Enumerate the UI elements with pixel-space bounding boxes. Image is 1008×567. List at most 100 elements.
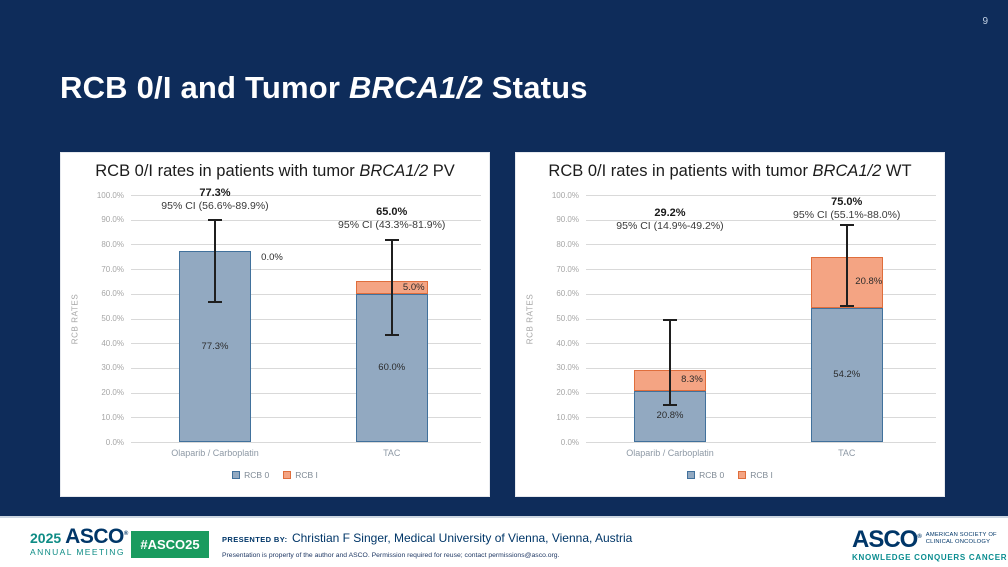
error-bar-cap-top	[663, 319, 677, 322]
y-tick-label: 40.0%	[101, 338, 124, 348]
y-tick-label: 10.0%	[556, 412, 579, 422]
y-axis-title: RCB RATES	[70, 293, 80, 344]
society-line1: AMERICAN SOCIETY OF	[925, 531, 997, 538]
legend-label: RCB 0	[244, 470, 270, 480]
ci-label: 95% CI (55.1%-88.0%)	[793, 208, 901, 221]
gridline	[586, 442, 936, 443]
y-tick-label: 10.0%	[101, 412, 124, 422]
gridline	[586, 244, 936, 246]
chart-canvas-wt: 0.0% 10.0% 20.0% 30.0% 40.0% 50.0% 60.0% 70.0% 8…	[516, 153, 944, 496]
chart-title-gene: BRCA1/2	[359, 162, 429, 180]
y-tick-label: 30.0%	[556, 363, 579, 373]
error-bar-line	[845, 224, 848, 306]
legend-label: RCB 0	[699, 470, 725, 480]
x-category-label: Olaparib / Carboplatin	[171, 448, 259, 458]
gridline	[586, 417, 936, 419]
gridline	[131, 442, 481, 443]
y-tick-label: 90.0%	[101, 215, 124, 225]
slide-title-gene: BRCA1/2	[348, 70, 483, 105]
chart-title-prefix: RCB 0/I rates in patients with tumor	[95, 162, 360, 180]
gridline	[131, 392, 481, 394]
y-tick-label: 20.0%	[556, 388, 579, 398]
segment-label: 0.0%	[261, 252, 283, 264]
segment-label: 20.8%	[855, 276, 883, 288]
gridline	[131, 293, 481, 295]
gridline	[131, 367, 481, 369]
y-tick-label: 0.0%	[105, 437, 124, 447]
hashtag-badge: #ASCO25	[131, 531, 209, 558]
y-axis-title: RCB RATES	[525, 293, 535, 344]
gridline	[586, 343, 936, 345]
segment-label: 60.0%	[378, 361, 406, 373]
segment-label: 20.8%	[656, 410, 684, 422]
bar-segment-rcb-0	[810, 308, 883, 442]
total-label: 65.0%	[376, 206, 408, 218]
y-tick-label: 60.0%	[101, 289, 124, 299]
asco-annual-meeting-logo: 2025 ASCO® ANNUAL MEETING	[30, 525, 128, 557]
total-label: 75.0%	[831, 196, 863, 208]
presenter-name: Christian F Singer, Medical University o…	[291, 531, 633, 545]
error-bar-line	[214, 219, 216, 303]
error-bar-line	[390, 239, 393, 336]
chart-title-suffix: WT	[881, 162, 912, 180]
chart-title-pv: RCB 0/I rates in patients with tumor BRC…	[61, 162, 489, 181]
ci-annotation: 75.0% 95% CI (55.1%-88.0%)	[737, 196, 957, 221]
gridline	[586, 293, 936, 295]
ci-label: 95% CI (14.9%-49.2%)	[616, 219, 724, 232]
y-tick-label: 30.0%	[101, 363, 124, 373]
slide-title-suffix: Status	[482, 70, 588, 105]
gridline	[131, 269, 481, 271]
x-category-label: TAC	[838, 448, 856, 458]
gridline	[586, 392, 936, 394]
chart-legend: RCB 0 RCB I	[516, 470, 944, 480]
gridline	[131, 417, 481, 419]
legend-label: RCB I	[295, 470, 318, 480]
chart-panel-brca-wt: 0.0% 10.0% 20.0% 30.0% 40.0% 50.0% 60.0% 70.0% 8…	[515, 152, 945, 497]
gridline	[131, 219, 481, 221]
total-label: 77.3%	[199, 187, 231, 199]
society-line2: CLINICAL ONCOLOGY	[925, 538, 991, 545]
y-tick-label: 80.0%	[101, 239, 124, 249]
legend-swatch-icon	[687, 471, 696, 479]
gridline	[586, 269, 936, 271]
footer: 2025 ASCO® ANNUAL MEETING #ASCO25 PRESEN…	[0, 516, 1008, 567]
gridline	[586, 195, 936, 196]
asco-tagline: KNOWLEDGE CONQUERS CANCER	[852, 553, 1008, 562]
legend-item: RCB I	[738, 470, 773, 480]
legend-swatch-icon	[283, 471, 292, 479]
gridline	[131, 318, 481, 320]
society-name: AMERICAN SOCIETY OF CLINICAL ONCOLOGY	[926, 532, 997, 546]
gridline	[131, 244, 481, 246]
x-category-label: TAC	[383, 448, 401, 458]
error-bar-cap-bottom	[663, 404, 677, 407]
error-bar-cap-top	[208, 218, 222, 221]
y-tick-label: 0.0%	[560, 437, 579, 447]
ci-annotation: 77.3% 95% CI (56.6%-89.9%)	[105, 187, 325, 212]
legend-swatch-icon	[738, 471, 747, 479]
error-bar-cap-bottom	[208, 301, 222, 304]
y-tick-label: 90.0%	[556, 215, 579, 225]
registered-mark-icon: ®	[123, 531, 128, 537]
error-bar-cap-bottom	[384, 334, 399, 337]
total-label: 29.2%	[654, 207, 686, 219]
legend-item: RCB 0	[687, 470, 724, 480]
error-bar-cap-top	[384, 238, 399, 241]
ci-label: 95% CI (43.3%-81.9%)	[338, 218, 446, 231]
slide-title-prefix: RCB 0/I and Tumor	[60, 70, 349, 105]
y-tick-label: 70.0%	[101, 264, 124, 274]
y-tick-label: 50.0%	[556, 314, 579, 323]
y-tick-label: 60.0%	[556, 289, 579, 299]
gridline	[131, 343, 481, 345]
presenter-block: PRESENTED BY: Christian F Singer, Medica…	[222, 529, 632, 559]
segment-label: 77.3%	[201, 340, 229, 352]
asco-brand: ASCO®	[852, 526, 922, 553]
gridline	[586, 367, 936, 369]
y-tick-label: 70.0%	[556, 264, 579, 274]
gridline	[586, 318, 936, 320]
meeting-year: 2025	[30, 530, 62, 546]
gridline	[586, 219, 936, 221]
ci-annotation: 65.0% 95% CI (43.3%-81.9%)	[282, 206, 502, 231]
segment-label: 54.2%	[833, 369, 861, 381]
chart-title-gene: BRCA1/2	[812, 162, 882, 180]
y-tick-label: 100.0%	[96, 190, 124, 200]
